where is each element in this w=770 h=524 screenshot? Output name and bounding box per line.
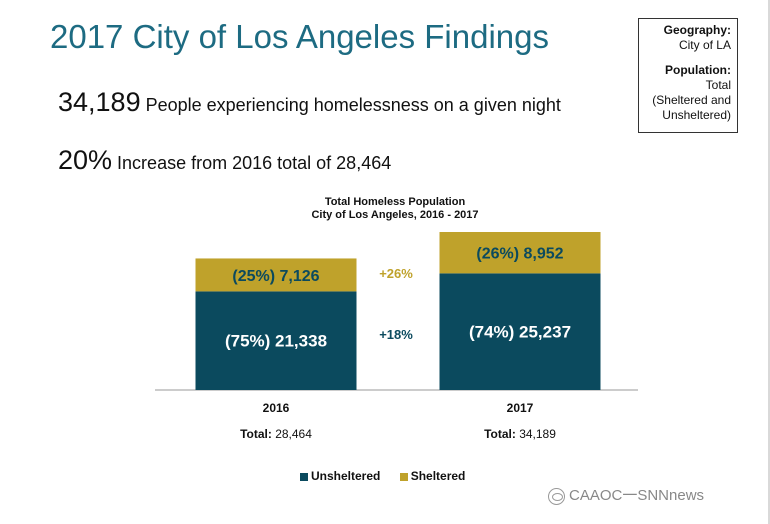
stat-increase-value: 20% xyxy=(58,145,113,175)
total-label-2017: Total: 34,189 xyxy=(484,427,556,441)
chart-title: Total Homeless Population xyxy=(325,196,466,208)
legend-item-sheltered: Sheltered xyxy=(399,469,466,483)
x-tick-label-2017: 2017 xyxy=(507,401,534,415)
bar-label-unsheltered-2017: (74%) 25,237 xyxy=(469,323,571,342)
legend-label-sheltered: Sheltered xyxy=(410,469,466,483)
legend-item-unsheltered: Unsheltered xyxy=(300,469,380,483)
population-line-3: Unsheltered) xyxy=(662,108,731,122)
population-line-1: Total xyxy=(705,78,731,92)
page-title: 2017 City of Los Angeles Findings xyxy=(50,18,549,55)
total-label-value-2016: 28,464 xyxy=(275,427,312,441)
watermark-text: CAAOC一SNNnews xyxy=(569,487,705,504)
bar-unsheltered-2016 xyxy=(195,291,357,390)
chart-legend: Unsheltered Sheltered xyxy=(300,469,481,483)
change-label-sheltered: +26% xyxy=(379,266,413,281)
stat-total-people: 34,189 People experiencing homelessness … xyxy=(58,87,561,118)
geography-label: Geography: xyxy=(663,23,731,37)
watermark: CAAOC一SNNnews xyxy=(548,484,704,505)
bar-unsheltered-2017 xyxy=(439,273,601,390)
population-line-2: (Sheltered and xyxy=(652,93,731,107)
page-edge-line xyxy=(768,0,770,524)
total-label-value-2017: 34,189 xyxy=(519,427,556,441)
total-label-prefix-2017: Total: xyxy=(484,427,519,441)
legend-swatch-sheltered xyxy=(399,472,408,481)
stat-increase-text: Increase from 2016 total of 28,464 xyxy=(112,153,392,173)
total-label-2016: Total: 28,464 xyxy=(240,427,312,441)
bar-label-sheltered-2016: (25%) 7,126 xyxy=(232,268,319,285)
x-tick-label-2016: 2016 xyxy=(263,401,290,415)
population-label: Population: xyxy=(665,63,731,77)
wechat-icon xyxy=(548,487,565,505)
chart-subtitle: City of Los Angeles, 2016 - 2017 xyxy=(311,209,478,221)
bar-sheltered-2016 xyxy=(195,258,357,292)
bar-label-unsheltered-2016: (75%) 21,338 xyxy=(225,332,327,351)
stat-total-text: People experiencing homelessness on a gi… xyxy=(140,95,561,115)
geography-value: City of LA xyxy=(678,38,731,52)
legend-swatch-unsheltered xyxy=(300,472,308,481)
legend-label-unsheltered: Unsheltered xyxy=(311,469,381,483)
bar-label-sheltered-2017: (26%) 8,952 xyxy=(476,246,563,263)
total-label-prefix-2016: Total: xyxy=(240,427,275,441)
change-label-unsheltered: +18% xyxy=(379,327,413,342)
stat-total-value: 34,189 xyxy=(58,87,141,117)
stat-increase: 20% Increase from 2016 total of 28,464 xyxy=(58,145,391,176)
bars-group: (75%) 21,338 (25%) 7,126 2016 Total: 28,464… xyxy=(195,232,601,441)
bar-sheltered-2017 xyxy=(439,232,601,274)
info-box: Geography: City of LA Population: Total … xyxy=(638,18,738,133)
